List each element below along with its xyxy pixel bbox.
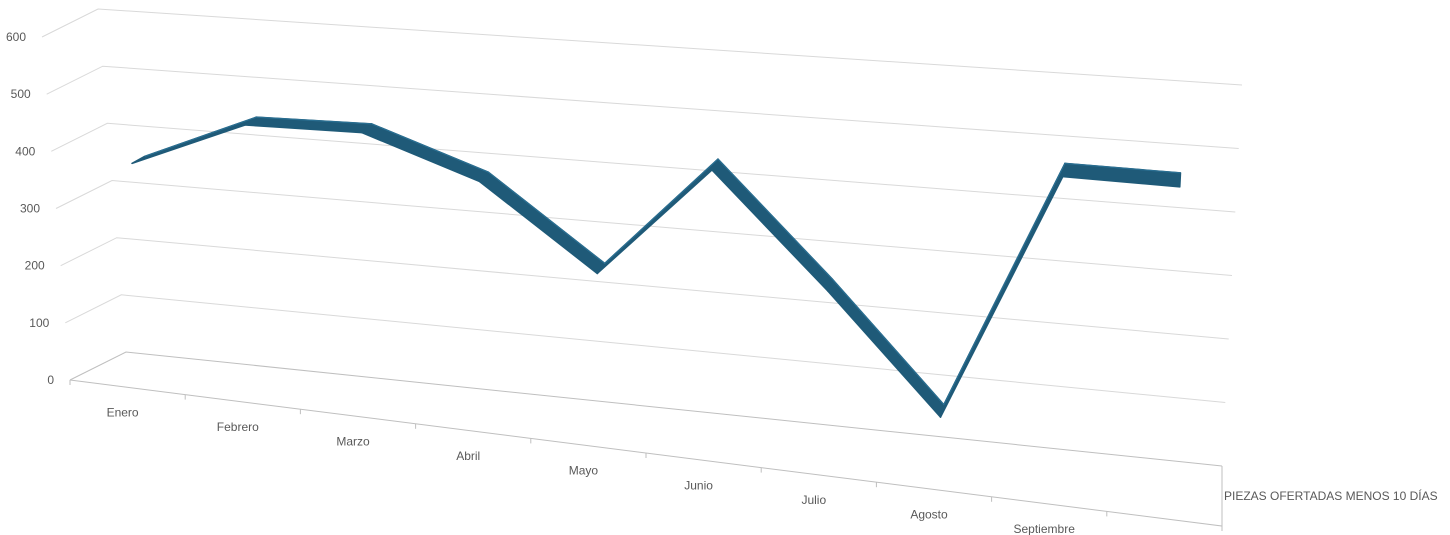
axis-layer: [69, 379, 1223, 531]
series-ribbon-segment: [826, 278, 945, 418]
series-ribbon-segment: [244, 116, 373, 134]
gridline-500: [46, 65, 1239, 149]
y-tick-label: 0: [47, 373, 54, 387]
x-tick-label: Febrero: [217, 420, 259, 434]
gridline-200: [60, 237, 1229, 340]
gridline-600: [41, 8, 1243, 86]
data-point-mayo: [600, 268, 602, 270]
y-tick-label: 400: [15, 144, 35, 158]
gridline-0: [69, 351, 1223, 467]
y-tick-label: 200: [25, 259, 45, 273]
x-tick-label: Enero: [107, 405, 139, 419]
series-layer: [131, 116, 1182, 418]
data-point-enero: [137, 159, 139, 161]
label-layer: 0 100 200 300 400 500 600 Enero Febrero Marzo Abri…: [6, 30, 1438, 535]
gridline-100: [65, 294, 1226, 403]
data-point-septiembre: [1063, 169, 1065, 171]
x-tick-label: Julio: [801, 493, 826, 507]
y-tick-label: 100: [29, 316, 49, 330]
grid-layer: [41, 8, 1243, 467]
x-tick-label: Junio: [684, 478, 713, 492]
data-point-abril: [483, 176, 485, 178]
x-tick-label: Mayo: [569, 464, 599, 478]
x-tick-label: Abril: [456, 449, 480, 463]
y-tick-label: 500: [11, 87, 31, 101]
series-ribbon-segment: [1062, 162, 1182, 188]
data-point-julio: [829, 284, 831, 286]
x-tick-label: Agosto: [910, 508, 948, 522]
y-tick-label: 300: [20, 202, 40, 216]
series-ribbon-edge: [144, 116, 1181, 406]
x-tick-label: Marzo: [336, 435, 370, 449]
y-tick-label: 600: [6, 30, 26, 44]
data-point-octubre: [1179, 179, 1181, 181]
gridline-300: [55, 179, 1233, 276]
data-point-febrero: [250, 120, 252, 122]
data-point-agosto: [941, 410, 943, 412]
series-ribbon-segment: [478, 171, 606, 275]
x-tick-label: Septiembre: [1014, 522, 1076, 535]
data-point-junio: [714, 164, 716, 166]
series-label: PIEZAS OFERTADAS MENOS 10 DÍAS: [1224, 488, 1438, 503]
data-point-marzo: [366, 127, 368, 129]
series-ribbon-segment: [360, 123, 490, 183]
gridline-400: [51, 122, 1236, 213]
